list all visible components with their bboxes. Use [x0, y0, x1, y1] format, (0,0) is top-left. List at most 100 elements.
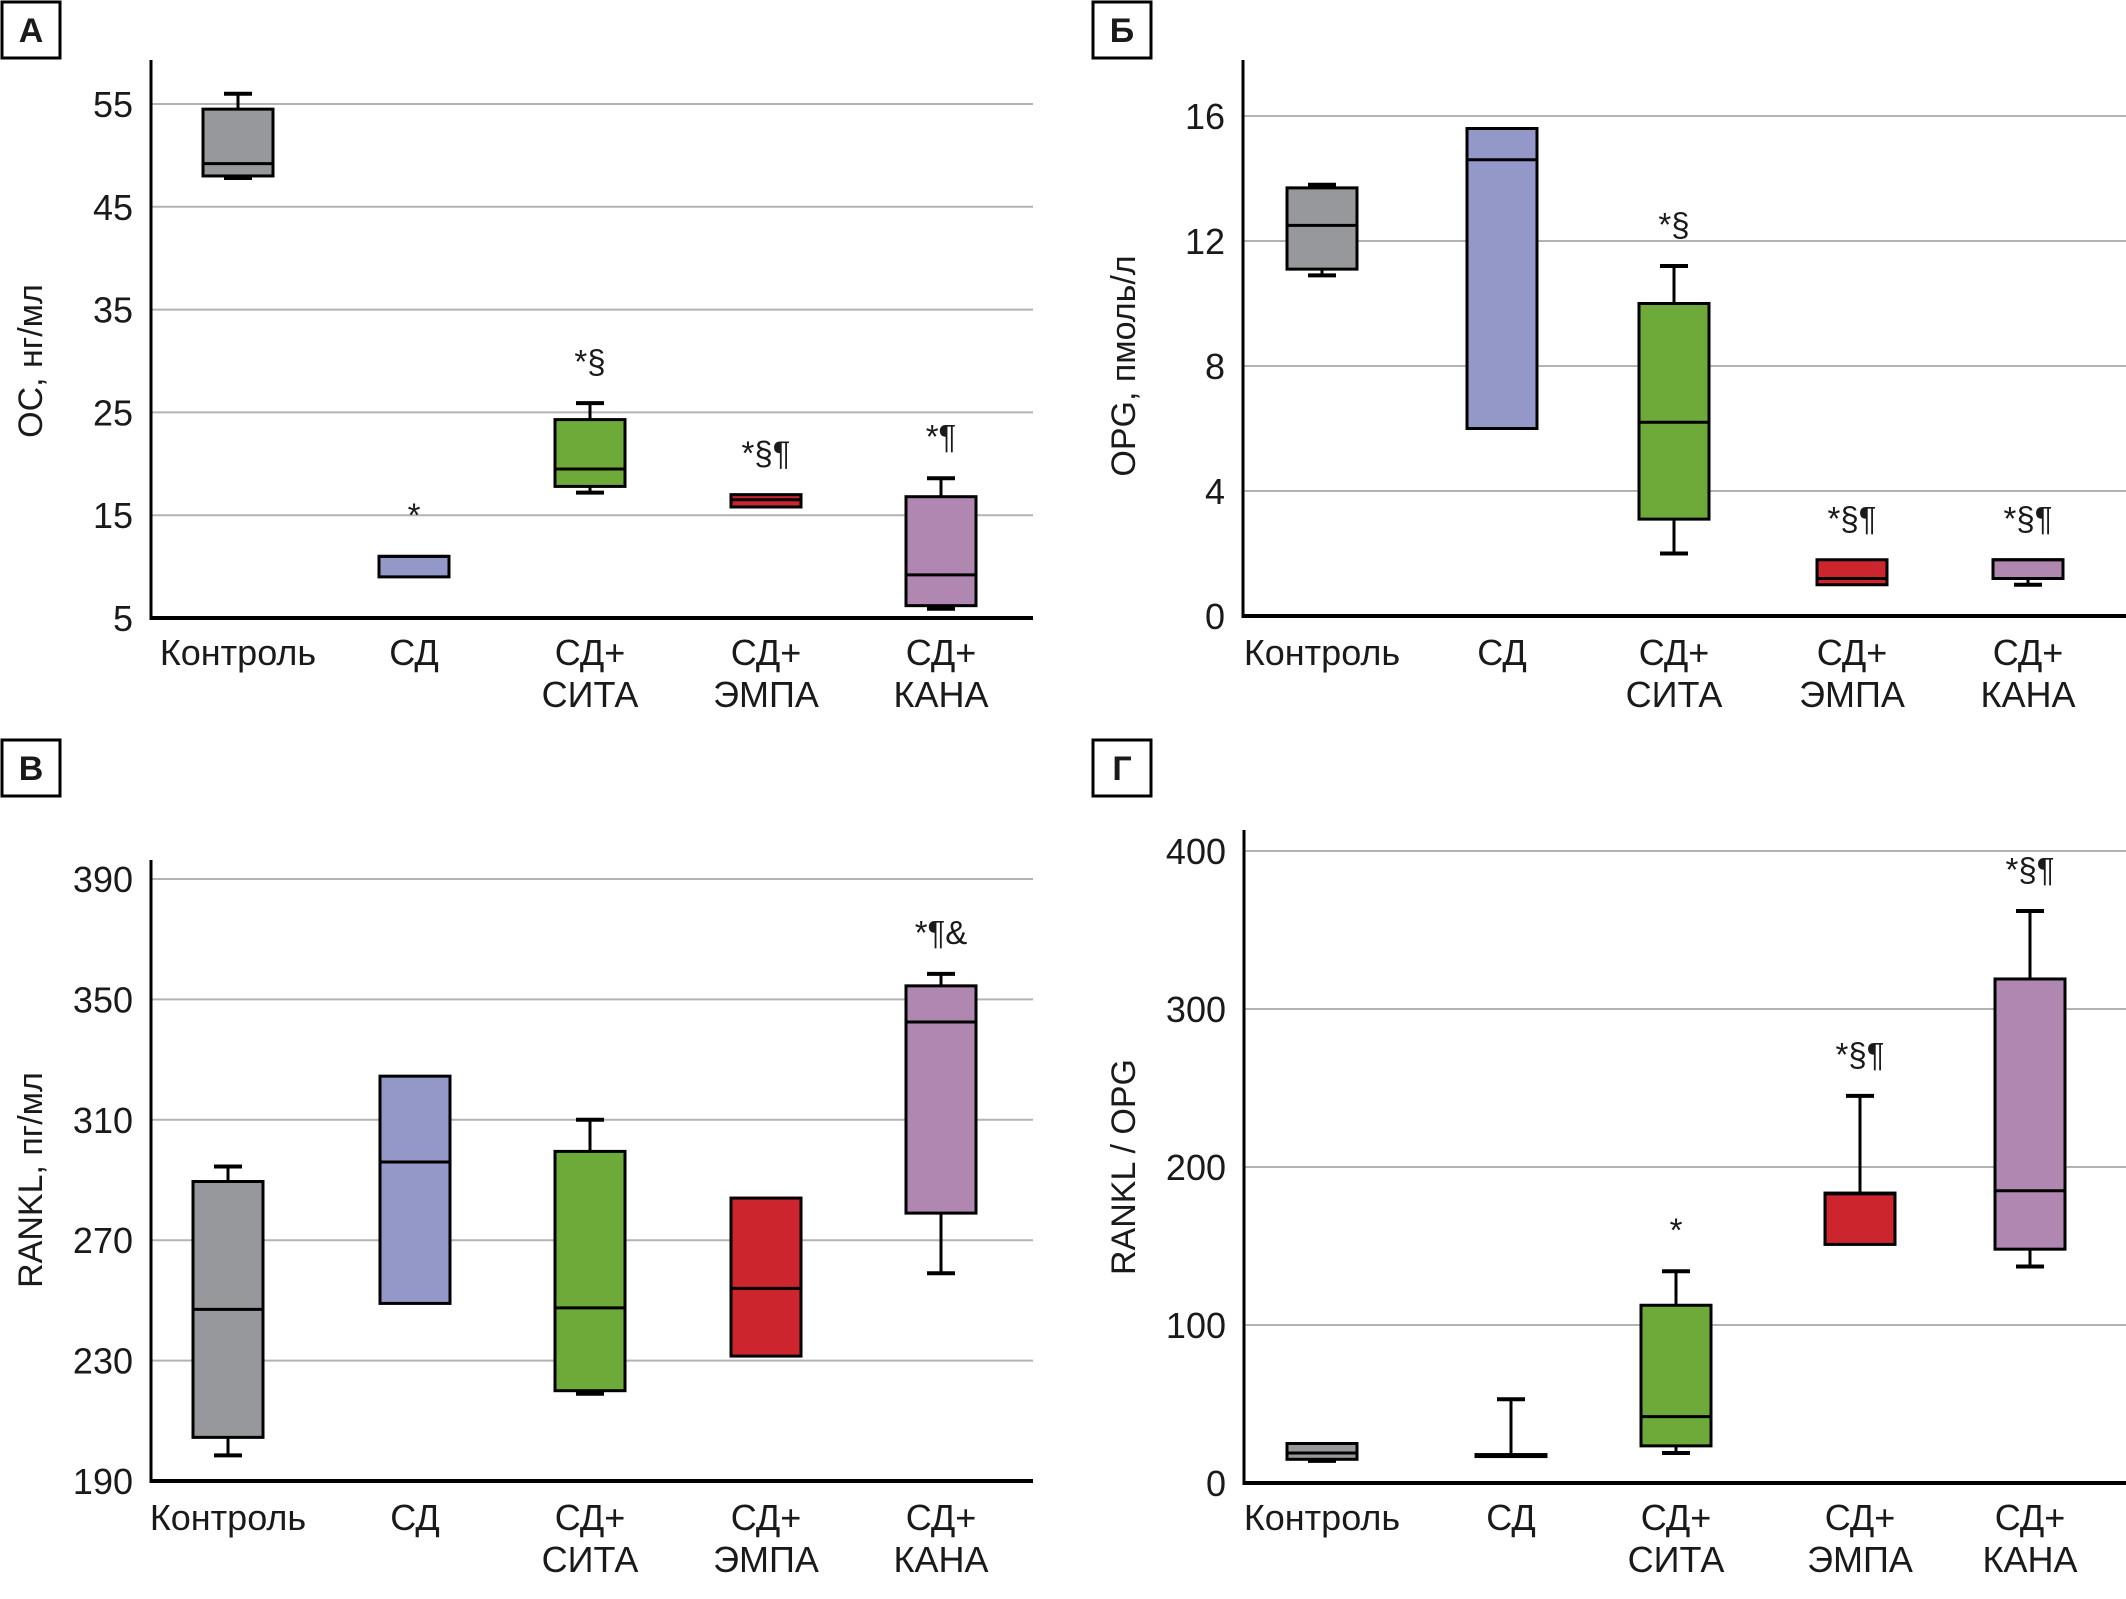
significance-label: *¶&: [915, 914, 968, 951]
category-line: СД+: [906, 1497, 977, 1538]
x-category-label: СД+ СИТА: [1628, 1497, 1725, 1580]
y-tick-label: 200: [1166, 1147, 1226, 1188]
box-iqr: [1465, 127, 1539, 430]
box-4: *§¶: [729, 435, 803, 509]
category-line: СД+: [1995, 1497, 2066, 1538]
box-1: [1285, 1442, 1359, 1463]
box-5: *§¶: [1991, 500, 2065, 587]
box-iqr: [729, 1196, 803, 1358]
category-line: ЭМПА: [713, 674, 819, 715]
y-tick-label: 400: [1166, 831, 1226, 872]
box-2: [1465, 127, 1539, 430]
significance-label: *§¶: [1828, 500, 1877, 537]
y-tick-label: 12: [1185, 221, 1225, 262]
category-line: СД+: [555, 632, 626, 673]
panel-label-box: [1091, 0, 1153, 60]
y-tick-label: 350: [73, 979, 133, 1020]
category-line: КАНА: [1983, 1539, 2078, 1580]
box-3: *: [1639, 1211, 1713, 1455]
category-line: КАНА: [894, 674, 989, 715]
box-2: *: [377, 496, 451, 579]
category-line: ЭМПА: [1799, 674, 1905, 715]
category-line: СИТА: [542, 1539, 639, 1580]
box-3: *§: [553, 343, 627, 495]
category-line: СД: [389, 632, 439, 673]
box-iqr: [904, 495, 978, 608]
x-category-label: СД+ ЭМПА: [1799, 632, 1905, 715]
category-line: СД+: [1825, 1497, 1896, 1538]
y-tick-label: 230: [73, 1341, 133, 1382]
box-5: *§¶: [1993, 851, 2067, 1269]
significance-label: *§: [1658, 206, 1689, 243]
x-category-label: СД+ ЭМПА: [713, 632, 819, 715]
y-tick-label: 100: [1166, 1305, 1226, 1346]
panel-label: А: [19, 12, 44, 50]
x-category-label: СД+ ЭМПА: [1807, 1497, 1913, 1580]
x-category-label: Контроль: [1244, 632, 1400, 673]
significance-label: *: [408, 496, 421, 533]
category-line: СИТА: [1628, 1539, 1725, 1580]
box-2: [378, 1074, 452, 1305]
y-tick-label: 16: [1185, 96, 1225, 137]
box-iqr: [904, 984, 978, 1215]
box-iqr: [1285, 186, 1359, 271]
category-line: ЭМПА: [713, 1539, 819, 1580]
box-4: *§¶: [1823, 1036, 1897, 1246]
significance-label: *§¶: [1836, 1036, 1885, 1073]
box-iqr: [201, 107, 275, 178]
y-tick-label: 4: [1205, 471, 1225, 512]
box-iqr: [1993, 977, 2067, 1251]
category-line: Контроль: [150, 1497, 306, 1538]
y-axis-title: OC, нг/мл: [12, 284, 50, 438]
x-category-label: Контроль: [1244, 1497, 1400, 1538]
category-line: СД: [1486, 1497, 1536, 1538]
y-tick-label: 300: [1166, 989, 1226, 1030]
box-iqr: [553, 1149, 627, 1393]
category-line: СД+: [906, 632, 977, 673]
y-tick-label: 270: [73, 1220, 133, 1261]
y-tick-label: 45: [93, 187, 133, 228]
x-category-label: СД: [390, 1497, 440, 1538]
significance-label: *§: [574, 343, 605, 380]
category-line: КАНА: [894, 1539, 989, 1580]
box-iqr: [1991, 558, 2065, 580]
box-2: [1474, 1397, 1548, 1459]
y-tick-label: 310: [73, 1100, 133, 1141]
category-line: СД+: [1639, 632, 1710, 673]
panel-label: В: [19, 750, 44, 788]
box-iqr: [1823, 1191, 1897, 1246]
x-category-label: СД+ КАНА: [1983, 1497, 2078, 1580]
panel-label: Г: [1112, 750, 1131, 788]
box-5: *¶&: [904, 914, 978, 1276]
category-line: СД: [390, 1497, 440, 1538]
category-line: Контроль: [1244, 632, 1400, 673]
category-line: СИТА: [542, 674, 639, 715]
panel-label-box: [0, 738, 62, 798]
y-axis-title: RANKL / OPG: [1105, 1059, 1143, 1275]
y-tick-label: 0: [1205, 596, 1225, 637]
box-iqr: [553, 418, 627, 488]
box-1: [1285, 182, 1359, 278]
box-4: [729, 1196, 803, 1358]
x-category-label: СД+ СИТА: [542, 1497, 639, 1580]
panel-1: А 5 15 25 35 45 55 OC, нг/мл * *§ *§¶ *¶ Контроль СД С…: [0, 0, 1033, 715]
box-1: [191, 1164, 265, 1458]
category-line: СД+: [555, 1497, 626, 1538]
category-line: СД+: [731, 1497, 802, 1538]
panel-label: Б: [1110, 12, 1134, 50]
box-3: [553, 1117, 627, 1396]
panel-3: В 190 230 270 310 350 390 RANKL, пг/мл *¶& Контро…: [0, 738, 1033, 1580]
y-axis-title: RANKL, пг/мл: [12, 1072, 50, 1288]
x-category-label: СД+ КАНА: [894, 632, 989, 715]
category-line: ЭМПА: [1807, 1539, 1913, 1580]
box-4: *§¶: [1815, 500, 1889, 587]
significance-label: *§¶: [2006, 851, 2055, 888]
box-iqr: [378, 1074, 452, 1305]
box-iqr: [1639, 1303, 1713, 1448]
significance-label: *: [1670, 1211, 1683, 1248]
box-1: [201, 91, 275, 181]
category-line: Контроль: [160, 632, 316, 673]
y-tick-label: 5: [113, 598, 133, 639]
category-line: СИТА: [1626, 674, 1723, 715]
